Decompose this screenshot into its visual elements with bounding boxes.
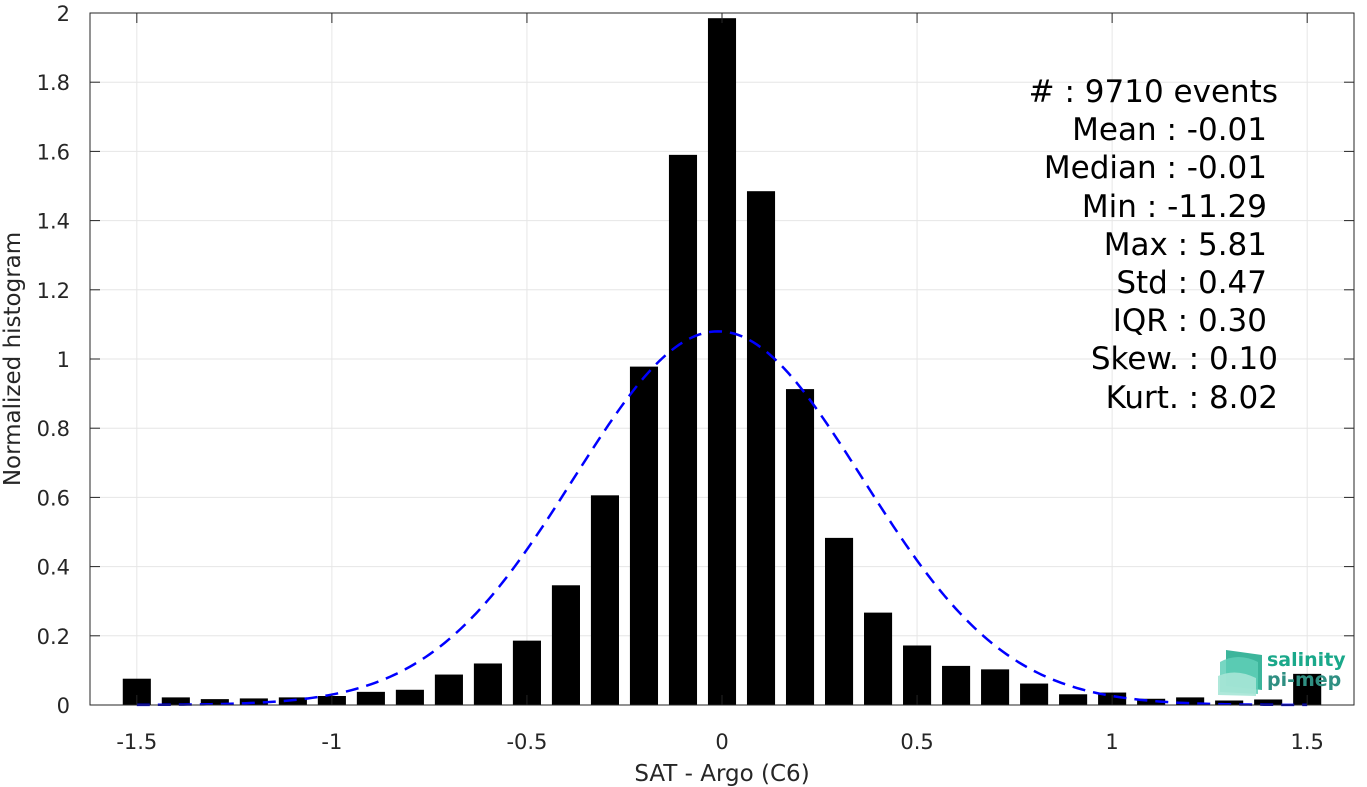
y-tick-label: 1.6 [37, 140, 70, 164]
y-axis-label: Normalized histogram [0, 232, 26, 486]
salinity-pi-mep-logo: salinity pi-mep [1218, 649, 1346, 696]
logo-line2: pi-mep [1267, 669, 1341, 691]
histogram-bar [356, 691, 385, 705]
histogram-bar [824, 537, 854, 705]
stat-iqr: IQR : 0.30 [1113, 303, 1267, 339]
histogram-bar [864, 612, 893, 705]
stat-std: Std : 0.47 [1116, 265, 1267, 301]
histogram-bar [668, 154, 698, 706]
histogram-bar [395, 689, 424, 705]
logo-line1: salinity [1267, 649, 1346, 671]
y-tick-label: 0 [57, 694, 70, 718]
histogram-bar [785, 389, 815, 705]
stat-max: Max : 5.81 [1104, 227, 1267, 263]
stat-mean: Mean : -0.01 [1072, 112, 1267, 148]
histogram-bar [707, 18, 737, 705]
histogram-bar [629, 366, 659, 705]
stats-box: # : 9710 events Mean : -0.01 Median : -0… [1029, 74, 1278, 416]
histogram-bar [942, 665, 971, 705]
stat-skew: Skew. : 0.10 [1091, 341, 1278, 377]
y-tick-label: 2 [57, 2, 70, 26]
histogram-bar [1176, 697, 1205, 705]
histogram-bar [1059, 694, 1088, 705]
logo-wave-icon [1218, 650, 1262, 696]
histogram-bar [1215, 700, 1244, 705]
histogram-bar [746, 191, 776, 705]
y-tick-label: 1.4 [37, 210, 70, 234]
x-tick-label: -0.5 [506, 730, 547, 754]
histogram-bar [1254, 699, 1283, 705]
x-axis-label: SAT - Argo (C6) [634, 761, 809, 787]
y-tick-label: 0.6 [37, 486, 70, 510]
normal-fit-curve [136, 330, 1308, 707]
x-tick-label: 0.5 [900, 730, 933, 754]
x-tick-label: 0 [715, 730, 728, 754]
histogram-bar [590, 495, 620, 705]
stat-kurt: Kurt. : 8.02 [1106, 380, 1278, 416]
histogram-bar [473, 663, 502, 705]
x-tick-label: 1 [1105, 730, 1118, 754]
x-tick-label: -1.5 [116, 730, 157, 754]
histogram-bar [200, 699, 229, 705]
x-tick-label: -1 [321, 730, 342, 754]
y-axis-ticks: 0 0.2 0.4 0.6 0.8 1 1.2 1.4 1.6 1.8 2 [37, 2, 1354, 718]
y-tick-label: 1 [57, 348, 70, 372]
histogram-bars [122, 18, 1322, 706]
histogram-bar [981, 669, 1010, 705]
histogram-bar [1137, 698, 1166, 705]
x-axis-ticks: -1.5 -1 -0.5 0 0.5 1 1.5 [116, 13, 1324, 754]
y-tick-label: 1.2 [37, 279, 70, 303]
histogram-bar [512, 640, 541, 705]
stat-median: Median : -0.01 [1044, 150, 1267, 186]
histogram-bar [434, 674, 463, 705]
histogram-bar [1020, 683, 1049, 705]
y-tick-label: 0.4 [37, 556, 70, 580]
histogram-bar [551, 585, 580, 705]
y-tick-label: 1.8 [37, 71, 70, 95]
stat-count: # : 9710 events [1029, 74, 1278, 110]
stat-min: Min : -11.29 [1082, 189, 1267, 225]
histogram-bar [161, 697, 190, 705]
x-tick-label: 1.5 [1290, 730, 1323, 754]
y-tick-label: 0.2 [37, 625, 70, 649]
y-tick-label: 0.8 [37, 417, 70, 441]
